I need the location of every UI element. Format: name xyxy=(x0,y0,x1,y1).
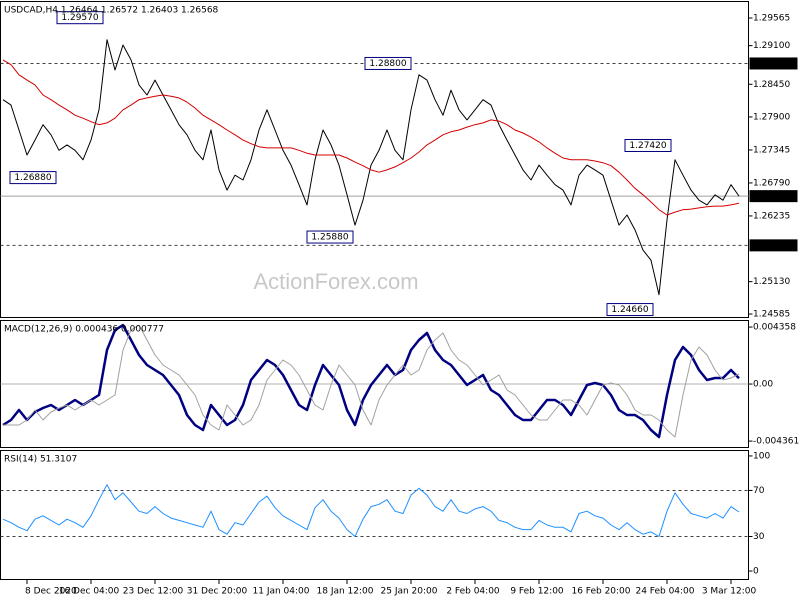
annotation-box xyxy=(9,171,57,185)
annotation-label: 1.29570 xyxy=(61,13,98,23)
y-tick-label: 1.27900 xyxy=(753,112,790,122)
series-line xyxy=(3,324,740,438)
watermark: ActionForex.com xyxy=(253,269,418,294)
annotation-label: 1.27420 xyxy=(629,141,666,151)
y-tick-label: 1.28450 xyxy=(753,80,790,90)
pane-title: RSI(14) 51.3107 xyxy=(4,455,77,465)
level-axis-box xyxy=(749,57,798,70)
y-tick-label: 1.26790 xyxy=(753,178,790,188)
annotation-box xyxy=(56,11,104,25)
y-tick-label: 1.29100 xyxy=(753,41,790,51)
series-line xyxy=(2,59,740,216)
level-axis-box xyxy=(749,239,798,252)
annotation-box xyxy=(624,138,672,152)
x-tick-label: 16 Feb 20:00 xyxy=(571,587,630,597)
last-price-label: 1.26568 xyxy=(753,192,790,202)
level-note-box xyxy=(364,56,412,70)
y-tick-label: 1.29565 xyxy=(753,13,790,23)
y-tick-label: 0.00 xyxy=(753,380,773,390)
annotation-box xyxy=(606,303,654,317)
x-tick-label: 16 Dec 04:00 xyxy=(59,587,120,597)
y-tick-label: 1.24585 xyxy=(753,310,790,320)
annotation-label: 1.24660 xyxy=(611,305,648,315)
level-axis-label: 1.25740 xyxy=(753,241,790,251)
y-tick-label: -0.004361 xyxy=(753,437,799,447)
x-tick-label: 9 Feb 12:00 xyxy=(510,587,564,597)
x-tick-label: 25 Jan 20:00 xyxy=(381,587,438,597)
y-tick-label: 1.27345 xyxy=(753,145,790,155)
pane-frame xyxy=(0,450,749,580)
series-line xyxy=(2,323,740,439)
x-tick-label: 31 Dec 20:00 xyxy=(187,587,248,597)
x-tick-label: 18 Jan 12:00 xyxy=(317,587,374,597)
x-tick-label: 11 Jan 04:00 xyxy=(253,587,310,597)
series-line xyxy=(2,484,740,537)
x-tick-label: 24 Feb 04:00 xyxy=(635,587,694,597)
x-tick-label: 2 Feb 04:00 xyxy=(446,587,500,597)
last-price-box xyxy=(749,190,798,203)
level-note: 1.28800 xyxy=(369,59,406,69)
pane-title: MACD(12,26,9) 0.000436 0.000777 xyxy=(4,325,164,335)
y-tick-label: 1.26235 xyxy=(753,211,790,221)
annotation-label: 1.26880 xyxy=(14,173,51,183)
series-line xyxy=(2,39,740,296)
pane-title: USDCAD,H4 1.26464 1.26572 1.26403 1.2656… xyxy=(4,6,219,16)
annotation-box xyxy=(306,230,354,244)
y-tick-label: 30 xyxy=(753,532,765,542)
x-tick-label: 23 Dec 12:00 xyxy=(123,587,184,597)
y-tick-label: 100 xyxy=(753,451,770,461)
x-tick-label: 3 Mar 12:00 xyxy=(702,587,757,597)
level-axis-label: 1.28800 xyxy=(753,59,790,69)
annotation-label: 1.25880 xyxy=(311,233,348,243)
y-tick-label: 70 xyxy=(753,486,765,496)
y-tick-label: 0.004358 xyxy=(753,323,796,333)
y-tick-label: 1.25130 xyxy=(753,277,790,287)
x-tick-label: 8 Dec 2020 xyxy=(25,587,77,597)
y-tick-label: 0 xyxy=(753,567,759,577)
